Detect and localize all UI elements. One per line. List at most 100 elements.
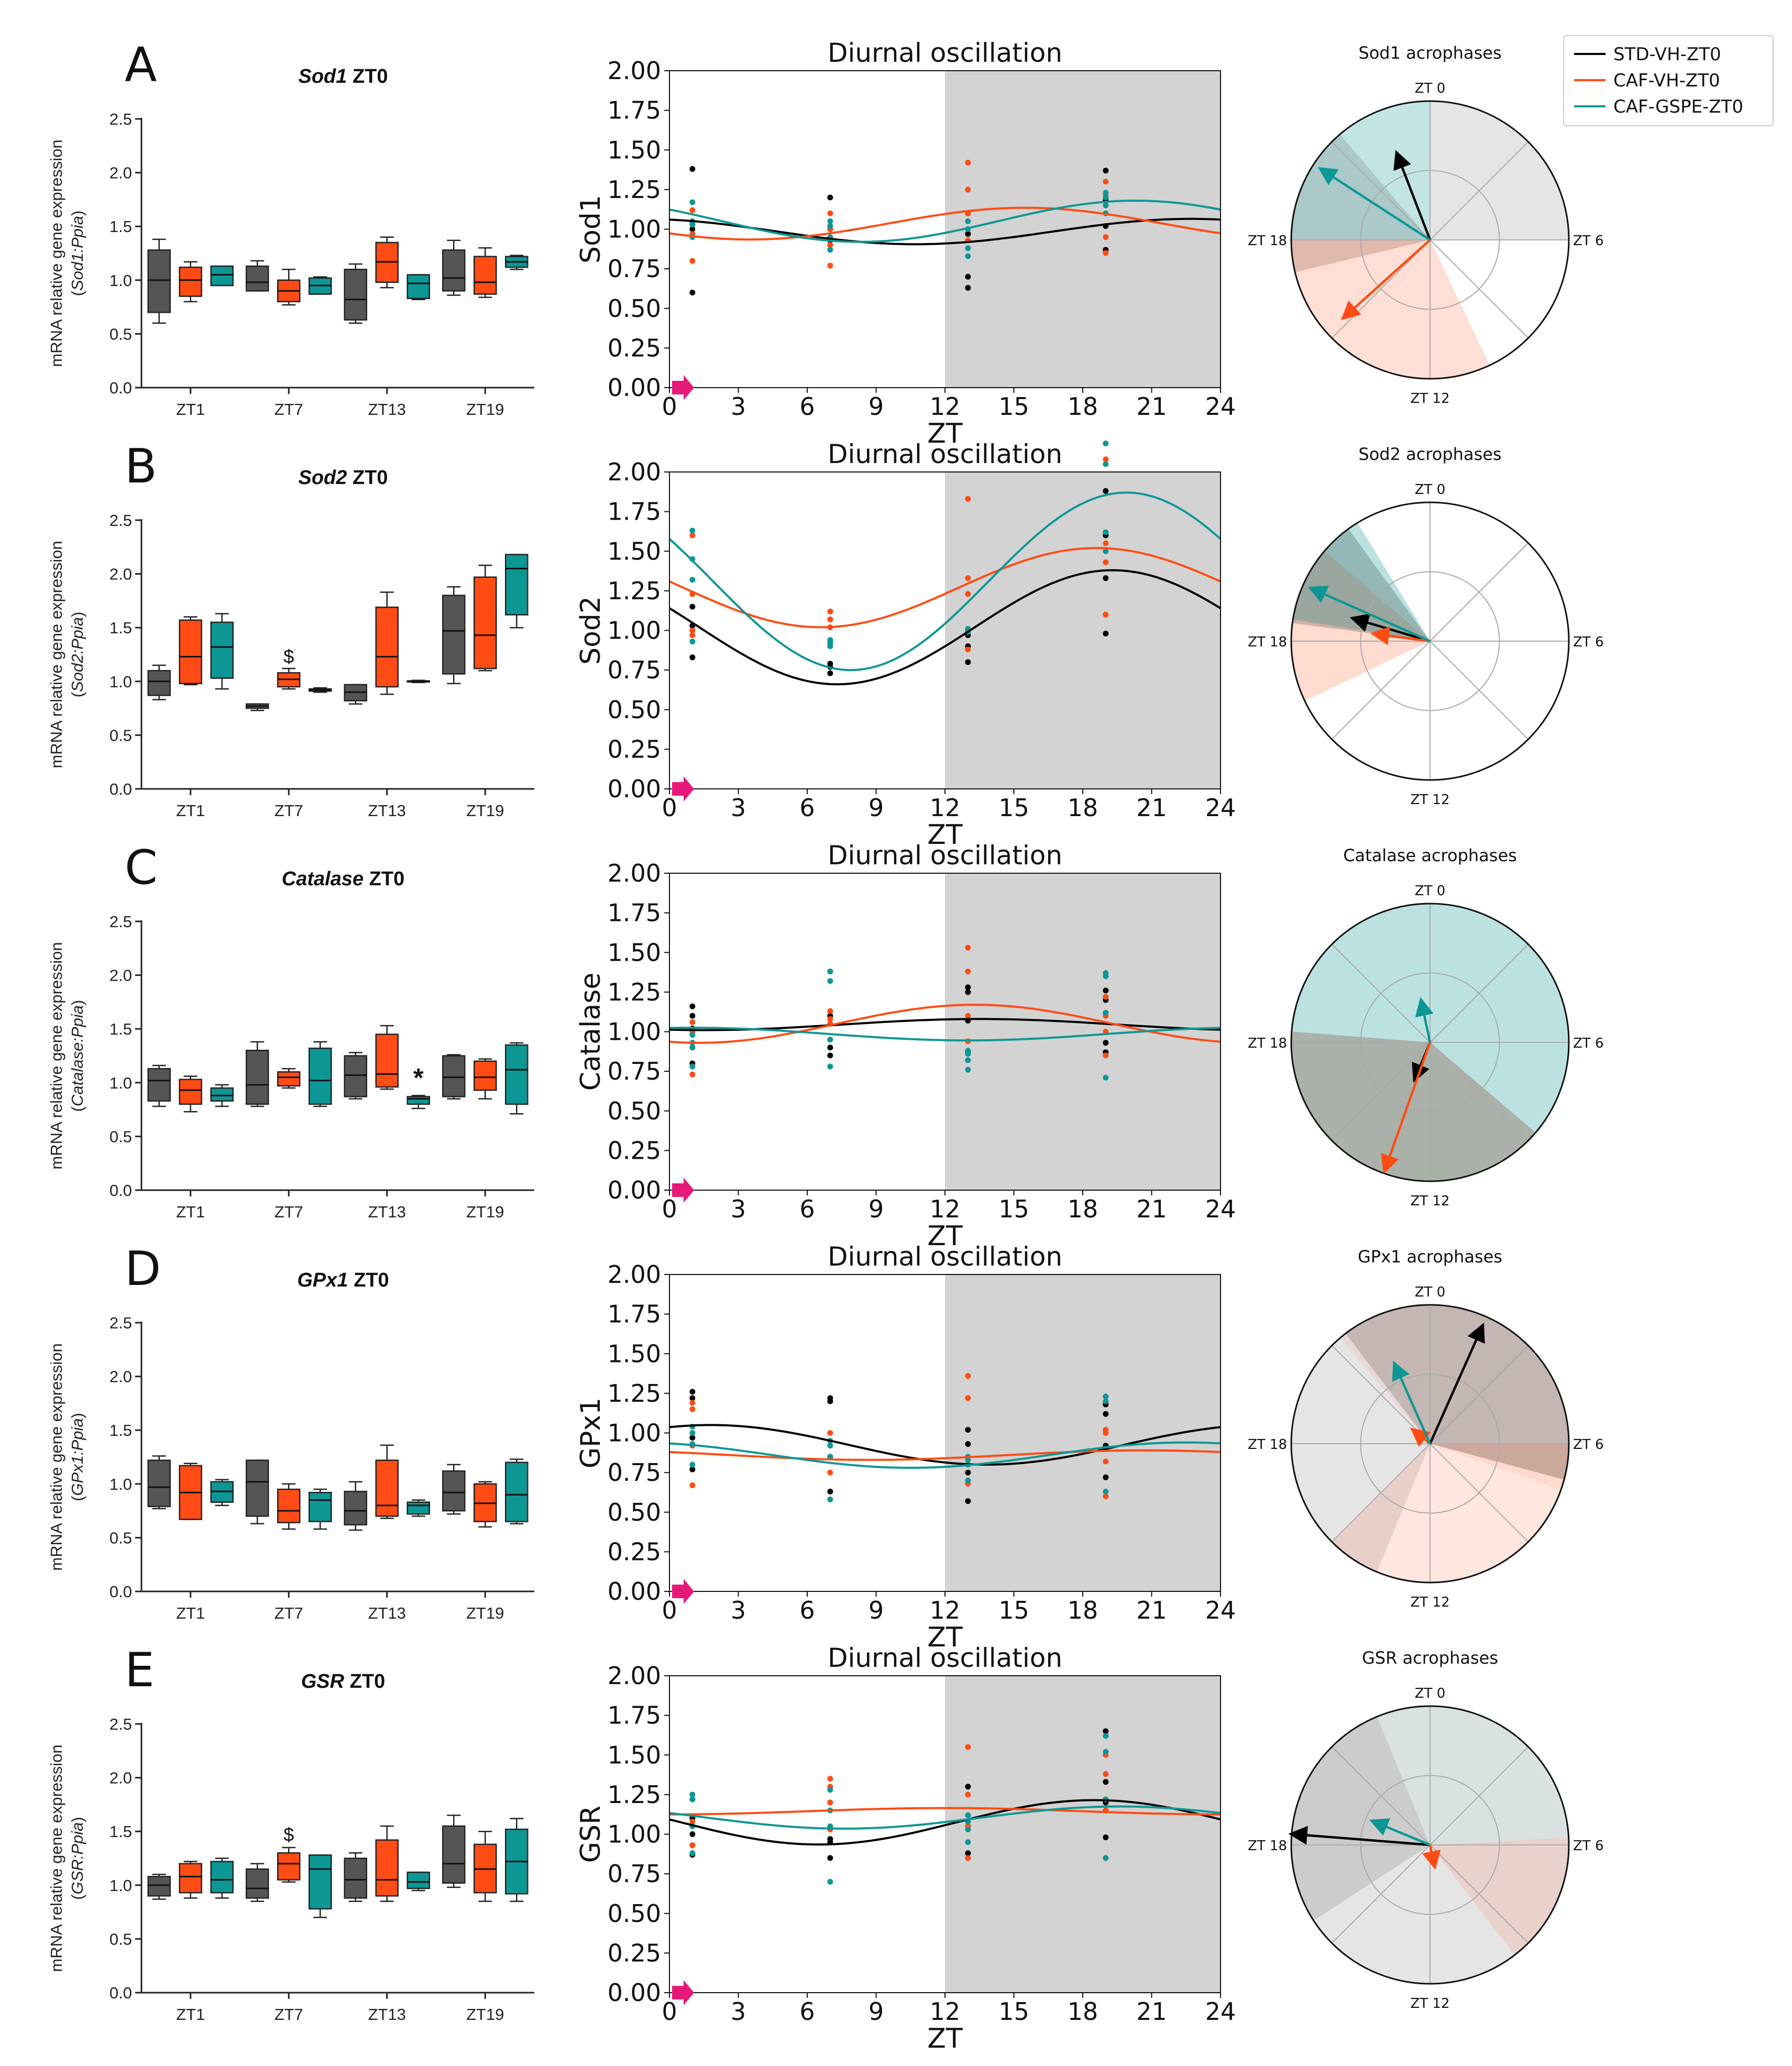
data-point: [689, 1482, 696, 1488]
box-ZT1-STD-VH-ZT0: [147, 1455, 171, 1510]
oscillation-y-tick-label: 0.00: [608, 775, 661, 803]
paren-open: (: [68, 1894, 86, 1900]
boxplot-y-tick-label: 0.5: [109, 1930, 132, 1948]
sector-wedge: [1345, 1305, 1569, 1480]
oscillation-y-tick-label: 1.75: [608, 498, 661, 526]
polar-label-zt0: ZT 0: [1415, 883, 1446, 899]
polar-outline: [1290, 100, 1570, 380]
oscillation-y-tick-label: 1.25: [608, 1379, 661, 1408]
box-ZT13-CAF-GSPE-ZT0: [406, 1095, 430, 1109]
polar-grid-spoke: [1430, 141, 1529, 240]
oscillation-y-tick-label: 0.00: [608, 1577, 661, 1606]
oscillation-y-tick-label: 2.00: [608, 1260, 661, 1289]
data-point: [827, 1052, 833, 1059]
oscillation-x-tick-label: 12: [930, 1997, 961, 2026]
confidence-sector-STD-VH-ZT0: [1291, 1031, 1536, 1182]
data-point: [827, 1878, 833, 1885]
significance-annotation: $: [283, 646, 294, 667]
data-point: [827, 643, 833, 650]
paren-close: ): [68, 211, 86, 216]
box-ZT1-CAF-VH-ZT0: [179, 1075, 202, 1113]
oscillation-y-tick-label: 0.50: [608, 1097, 661, 1125]
data-point: [1103, 1488, 1109, 1494]
box-body: [344, 1490, 367, 1526]
box-body: [179, 1863, 202, 1894]
boxplot: GPx1 ZT0 0.0 0.5 1.0 1.5 2.0 2.5 mRNA relative …: [47, 1269, 534, 1622]
box-body: [147, 670, 171, 696]
oscillation-x-tick-label: 18: [1068, 1195, 1098, 1223]
polar-title: GSR acrophases: [1362, 1648, 1498, 1668]
data-point: [1103, 1493, 1109, 1499]
polar-grid-spoke: [1331, 943, 1431, 1043]
data-point: [827, 247, 833, 253]
data-point: [827, 1497, 833, 1503]
oscillation-y-label: Sod1: [575, 195, 607, 263]
oscillation-y-tick-label: 0.25: [608, 735, 661, 763]
data-point: [965, 1013, 971, 1019]
data-point: [1103, 1009, 1109, 1016]
box-ZT13-CAF-VH-ZT0: [375, 1444, 399, 1519]
data-point: [1103, 973, 1109, 980]
oscillation-x-tick-label: 6: [799, 794, 815, 822]
data-point: [1103, 540, 1109, 546]
oscillation-y-tick-label: 1.50: [608, 1741, 661, 1769]
significance-annotation: $: [283, 1823, 294, 1845]
box-body: [344, 269, 367, 321]
polar-grid-spoke: [1331, 1746, 1431, 1845]
oscillation-plot: Diurnal oscillation ZT Sod2 0.00 0.25 0.50 0.7…: [575, 439, 1236, 851]
dark-phase-shading: [945, 1676, 1221, 1993]
box-ZT7-CAF-VH-ZT0: [277, 1483, 301, 1530]
polar-label-zt12: ZT 12: [1410, 1193, 1449, 1209]
acrophase-arrow-CAF-VH-ZT0: [1370, 626, 1431, 645]
oscillation-y-tick-label: 1.00: [608, 1820, 661, 1849]
box-body: [442, 1470, 466, 1512]
boxplot-y-label-ratio: (GPx1:Ppia): [68, 1413, 86, 1501]
oscillation-frame: [669, 70, 1221, 388]
box-ZT7-CAF-GSPE-ZT0: [309, 276, 332, 295]
box-body: [246, 1868, 269, 1899]
box-body: [375, 1034, 399, 1088]
oscillation-y-label: Catalase: [575, 973, 607, 1091]
polar-grid-spoke: [1430, 1042, 1529, 1141]
oscillation-x-tick-label: 3: [731, 1596, 746, 1624]
oscillation-y-tick-label: 0.00: [608, 1176, 661, 1204]
data-point: [965, 284, 971, 291]
confidence-sector-STD-VH-ZT0: [1345, 1305, 1569, 1480]
box-body: [277, 1071, 301, 1087]
confidence-sector-CAF-VH-ZT0: [1291, 1031, 1536, 1182]
panel-letter: B: [125, 439, 157, 494]
oscillation-x-tick-label: 9: [868, 794, 884, 822]
data-point: [689, 290, 696, 295]
data-point: [827, 616, 833, 622]
data-point: [1103, 529, 1109, 535]
boxplot-y-tick-label: 2.0: [109, 966, 132, 985]
oscillation-title: Diurnal oscillation: [828, 840, 1062, 871]
box-ZT1-STD-VH-ZT0: [147, 238, 171, 324]
data-point: [1103, 1733, 1109, 1739]
boxplot-x-tick-label: ZT19: [466, 801, 504, 820]
data-point: [689, 1461, 696, 1468]
oscillation-title: Diurnal oscillation: [828, 1643, 1062, 1673]
oscillation-y-tick-label: 0.50: [608, 294, 661, 323]
dark-phase-shading: [945, 71, 1221, 388]
data-point: [689, 1063, 696, 1070]
polar-grid-spoke: [1331, 1345, 1431, 1444]
oscillation-y-tick-label: 0.75: [608, 656, 661, 684]
data-point: [1103, 202, 1109, 208]
oscillation-y-tick-label: 2.00: [608, 57, 661, 85]
data-point: [689, 1071, 696, 1078]
boxplot-x-tick-label: ZT1: [176, 2005, 205, 2024]
box-body: [344, 1858, 367, 1899]
oscillation-frame: [669, 1274, 1221, 1592]
box-ZT1-CAF-GSPE-ZT0: [210, 1858, 234, 1899]
data-point: [1103, 456, 1109, 463]
boxplot-y-tick-label: 2.0: [109, 1368, 132, 1386]
data-point: [1103, 1779, 1109, 1785]
ratio-italic: GSR:Ppia: [68, 1822, 86, 1895]
boxplot-x-tick-label: ZT19: [466, 1604, 504, 1622]
boxplot-x-tick-label: ZT13: [368, 2005, 406, 2024]
polar-label-zt6: ZT 6: [1573, 1036, 1604, 1051]
oscillation-y-tick-label: 1.25: [608, 978, 661, 1006]
